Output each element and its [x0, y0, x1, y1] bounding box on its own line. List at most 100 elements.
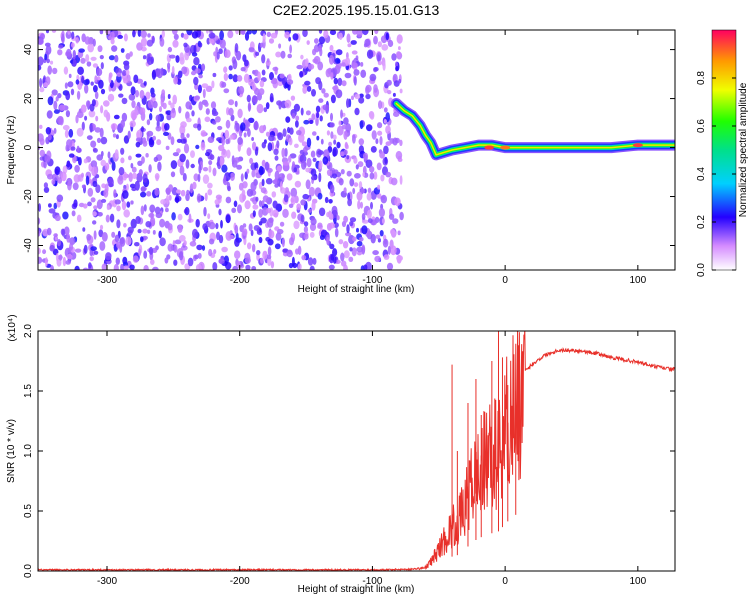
heatmap-cell [152, 100, 158, 109]
heatmap-cell [105, 214, 110, 223]
heatmap-cell [356, 227, 359, 233]
heatmap-cell [179, 52, 184, 62]
heatmap-cell [174, 197, 180, 203]
heatmap-cell [164, 257, 169, 264]
heatmap-cell [210, 32, 215, 39]
heatmap-cell [359, 93, 364, 98]
heatmap-cell [100, 159, 107, 167]
heatmap-cell [161, 89, 166, 97]
heatmap-cell [289, 237, 294, 246]
heatmap-cell [166, 113, 172, 121]
heatmap-cell [44, 155, 51, 163]
snr-ylabel: SNR (10 * v/v) [6, 419, 17, 483]
heatmap-cell [387, 90, 392, 95]
heatmap-cell [66, 160, 71, 168]
heatmap-cell [123, 62, 130, 71]
x-tick-label: -100 [362, 576, 382, 587]
heatmap-cell [117, 34, 123, 39]
heatmap-cell [200, 130, 207, 137]
heatmap-cell [265, 207, 272, 214]
heatmap-cell [71, 42, 75, 48]
heatmap-cell [174, 239, 182, 245]
heatmap-cell [351, 50, 358, 55]
heatmap-cell [372, 250, 379, 256]
heatmap-cell [308, 186, 315, 197]
heatmap-cell [167, 62, 171, 70]
heatmap-cell [237, 108, 243, 119]
heatmap-cell [340, 109, 343, 119]
heatmap-cell [387, 245, 391, 255]
heatmap-cell [170, 160, 178, 170]
heatmap-cell [121, 112, 128, 122]
heatmap-cell [307, 63, 315, 70]
heatmap-cell [186, 189, 190, 196]
heatmap-cell [123, 135, 130, 144]
heatmap-cell [326, 130, 330, 136]
heatmap-cell [221, 246, 228, 253]
heatmap-cell [318, 98, 324, 103]
heatmap-cell [267, 142, 273, 152]
heatmap-cell [343, 149, 348, 155]
heatmap-cell [332, 255, 337, 264]
heatmap-cell [152, 266, 159, 270]
heatmap-cell [107, 93, 115, 102]
heatmap-cell [328, 213, 334, 220]
heatmap-cell [244, 257, 251, 264]
heatmap-cell [329, 162, 333, 172]
heatmap-cell [83, 158, 88, 164]
heatmap-cell [235, 122, 240, 132]
heatmap-cell [243, 73, 250, 84]
heatmap-cell [140, 30, 147, 39]
heatmap-cell [332, 146, 338, 157]
heatmap-cell [165, 195, 170, 205]
heatmap-cell [167, 46, 173, 53]
heatmap-cell [247, 102, 251, 112]
heatmap-cell [373, 35, 378, 45]
heatmap-cell [202, 174, 210, 184]
heatmap-cell [311, 113, 316, 121]
heatmap-cell [152, 135, 156, 141]
heatmap-cell [328, 54, 335, 65]
heatmap-cell [237, 260, 241, 269]
heatmap-cell [208, 160, 213, 166]
heatmap-cell [361, 225, 368, 235]
heatmap-cell [62, 124, 70, 131]
heatmap-cell [310, 175, 318, 181]
heatmap-cell [355, 164, 359, 170]
heatmap-cell [298, 133, 305, 143]
heatmap-cell [279, 73, 285, 79]
heatmap-cell [274, 243, 281, 250]
heatmap-cell [100, 136, 108, 145]
heatmap-cell [140, 186, 146, 193]
heatmap-cell [274, 155, 279, 161]
heatmap-cell [348, 256, 354, 262]
heatmap-cell [345, 57, 351, 66]
heatmap-cell [294, 180, 302, 188]
heatmap-cell [221, 164, 228, 173]
heatmap-cell [93, 85, 98, 93]
heatmap-cell [193, 173, 199, 182]
heatmap-cell [358, 181, 363, 190]
x-tick-label: -300 [97, 576, 117, 587]
heatmap-cell [96, 199, 103, 210]
heatmap-cell [180, 32, 185, 38]
heatmap-cell [101, 198, 107, 203]
heatmap-cell [114, 234, 120, 243]
heatmap-cell [168, 194, 172, 201]
heatmap-cell [48, 208, 56, 214]
heatmap-cell [108, 55, 115, 61]
heatmap-cell [302, 30, 308, 38]
heatmap-cell [224, 49, 231, 58]
heatmap-cell [207, 182, 213, 189]
heatmap-cell [284, 187, 289, 194]
heatmap-cell [48, 133, 52, 141]
heatmap-cell [208, 165, 212, 173]
heatmap-cell [132, 30, 136, 38]
heatmap-cell [46, 30, 49, 34]
heatmap-cell [197, 252, 202, 259]
heatmap-cell [289, 44, 292, 54]
heatmap-cell [195, 144, 200, 150]
heatmap-cell [328, 141, 332, 147]
colorbar-tick-label: 0.8 [696, 71, 707, 85]
heatmap-cell [349, 221, 354, 227]
